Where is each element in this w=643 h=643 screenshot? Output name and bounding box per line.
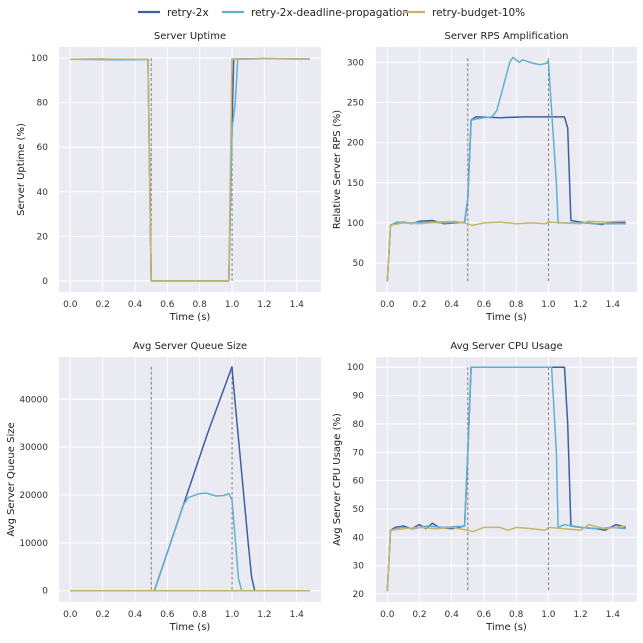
plot-area bbox=[376, 47, 637, 292]
y-tick-label: 50 bbox=[353, 259, 365, 269]
x-tick-label: 0.6 bbox=[160, 610, 175, 620]
x-tick-label: 0.6 bbox=[477, 300, 492, 310]
x-tick-label: 0.4 bbox=[128, 300, 143, 310]
y-tick-label: 40 bbox=[37, 188, 49, 198]
y-tick-label: 30 bbox=[353, 562, 365, 572]
x-axis-label: Time (s) bbox=[169, 312, 211, 323]
x-tick-label: 0.0 bbox=[63, 610, 78, 620]
x-tick-label: 1.2 bbox=[257, 610, 271, 620]
x-tick-label: 1.2 bbox=[257, 300, 271, 310]
x-tick-label: 0.8 bbox=[509, 610, 524, 620]
x-tick-label: 0.2 bbox=[412, 610, 426, 620]
y-tick-label: 80 bbox=[353, 420, 365, 430]
y-tick-label: 20000 bbox=[19, 491, 48, 501]
y-tick-label: 60 bbox=[37, 143, 49, 153]
y-tick-label: 200 bbox=[347, 139, 364, 149]
subplot-2: 0.0 0.2 0.4 0.6 0.8 1.0 1.2 1.4 50 100 150 200 250 30… bbox=[332, 31, 637, 323]
y-tick-label: 70 bbox=[353, 448, 365, 458]
subplot-title: Avg Server Queue Size bbox=[133, 341, 247, 352]
series-line-retry-2x-deadline-propagation bbox=[70, 492, 310, 592]
legend-label-deadline: retry-2x-deadline-propagation bbox=[251, 7, 409, 19]
y-axis-label: Relative Server RPS (%) bbox=[332, 110, 343, 229]
y-tick-label: 20 bbox=[37, 232, 49, 242]
y-tick-label: 40000 bbox=[19, 395, 48, 405]
y-tick-label: 60 bbox=[353, 477, 365, 487]
x-tick-label: 0.0 bbox=[380, 300, 395, 310]
subplot-title: Server Uptime bbox=[154, 31, 226, 42]
x-axis-label: Time (s) bbox=[485, 622, 527, 633]
x-tick-label: 0.8 bbox=[193, 610, 208, 620]
x-tick-label: 0.8 bbox=[509, 300, 524, 310]
y-tick-label: 90 bbox=[353, 392, 365, 402]
y-axis-label: Avg Server CPU Usage (%) bbox=[332, 413, 343, 546]
x-tick-label: 0.4 bbox=[445, 300, 460, 310]
x-tick-label: 0.2 bbox=[96, 300, 110, 310]
plot-area bbox=[59, 47, 321, 292]
y-tick-label: 30000 bbox=[19, 443, 48, 453]
x-tick-label: 0.8 bbox=[193, 300, 208, 310]
x-axis-label: Time (s) bbox=[485, 312, 527, 323]
subplot-title: Avg Server CPU Usage bbox=[450, 341, 562, 352]
x-tick-label: 0.4 bbox=[445, 610, 460, 620]
legend: retry-2x retry-2x-deadline-propagation r… bbox=[138, 7, 525, 19]
x-axis-label: Time (s) bbox=[169, 622, 211, 633]
x-tick-label: 1.2 bbox=[573, 610, 587, 620]
subplot-4: 0.0 0.2 0.4 0.6 0.8 1.0 1.2 1.4 20 30 40 50 60 70 80 90… bbox=[332, 341, 637, 633]
legend-label-retry-2x: retry-2x bbox=[167, 7, 209, 19]
x-tick-label: 0.0 bbox=[380, 610, 395, 620]
subplot-3: 0.0 0.2 0.4 0.6 0.8 1.0 1.2 1.4 0 10000 20000 30000… bbox=[6, 341, 321, 633]
x-tick-label: 0.6 bbox=[160, 300, 175, 310]
x-tick-label: 0.2 bbox=[96, 610, 110, 620]
x-tick-label: 1.4 bbox=[606, 300, 621, 310]
y-axis-label: Server Uptime (%) bbox=[16, 123, 27, 216]
y-tick-label: 150 bbox=[347, 179, 364, 189]
y-tick-label: 10000 bbox=[19, 539, 48, 549]
y-tick-label: 100 bbox=[347, 363, 364, 373]
x-tick-label: 1.4 bbox=[290, 610, 305, 620]
y-tick-label: 0 bbox=[42, 587, 48, 597]
x-tick-label: 1.2 bbox=[573, 300, 587, 310]
plot-area bbox=[59, 357, 321, 602]
subplot-title: Server RPS Amplification bbox=[444, 31, 568, 42]
x-tick-label: 1.0 bbox=[541, 610, 556, 620]
y-tick-label: 300 bbox=[347, 58, 364, 68]
y-tick-label: 0 bbox=[42, 277, 48, 287]
y-tick-label: 80 bbox=[37, 99, 49, 109]
y-tick-label: 20 bbox=[353, 590, 365, 600]
subplot-1: 0.0 0.2 0.4 0.6 0.8 1.0 1.2 1.4 0 20 40 60 80 100 Serv… bbox=[16, 31, 321, 323]
y-tick-label: 40 bbox=[353, 533, 365, 543]
y-tick-label: 100 bbox=[31, 54, 48, 64]
y-tick-label: 50 bbox=[353, 505, 365, 515]
legend-label-budget: retry-budget-10% bbox=[432, 7, 525, 19]
series-line-retry-budget-10- bbox=[70, 58, 310, 282]
x-tick-label: 0.4 bbox=[128, 610, 143, 620]
series-line-retry-budget-10- bbox=[386, 523, 626, 592]
x-tick-label: 1.4 bbox=[290, 300, 305, 310]
x-tick-label: 1.0 bbox=[541, 300, 556, 310]
y-tick-label: 100 bbox=[347, 219, 364, 229]
series-line-retry-budget-10- bbox=[386, 220, 626, 282]
x-tick-label: 0.6 bbox=[477, 610, 492, 620]
x-tick-label: 1.4 bbox=[606, 610, 621, 620]
y-tick-label: 250 bbox=[347, 98, 364, 108]
y-axis-label: Avg Server Queue Size bbox=[6, 422, 17, 536]
x-tick-label: 1.0 bbox=[225, 300, 240, 310]
x-tick-label: 0.0 bbox=[63, 300, 78, 310]
x-tick-label: 1.0 bbox=[225, 610, 240, 620]
x-tick-label: 0.2 bbox=[412, 300, 426, 310]
